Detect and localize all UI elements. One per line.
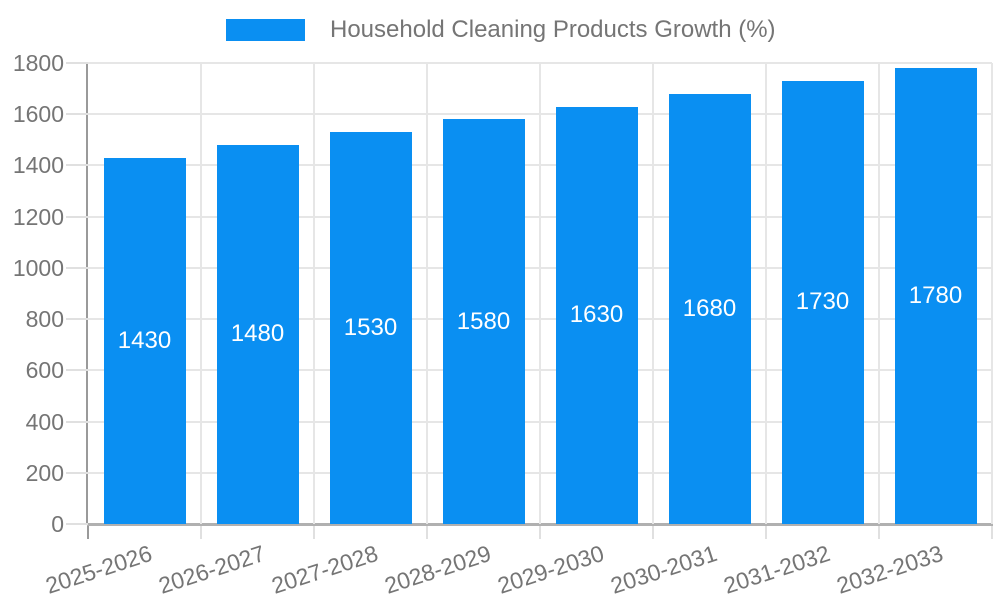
y-axis-tick: [66, 113, 88, 116]
bar[interactable]: [103, 157, 186, 524]
x-axis-line: [87, 523, 993, 526]
y-axis-tick-label: 200: [25, 459, 64, 486]
y-axis-tick: [66, 62, 88, 64]
bar[interactable]: [216, 144, 299, 524]
x-axis-tick: [652, 526, 654, 539]
gridline-vertical: [765, 63, 767, 524]
y-axis-tick: [66, 369, 88, 372]
x-axis-tick: [878, 526, 880, 539]
y-axis-tick: [66, 164, 88, 167]
y-axis-line: [86, 63, 88, 524]
y-axis-tick-label: 600: [25, 357, 64, 384]
bar-value-label: 1480: [230, 320, 285, 348]
y-axis-tick-label: 400: [25, 408, 64, 435]
bar-value-label: 1580: [456, 307, 511, 335]
gridline-vertical: [878, 63, 880, 524]
y-axis-tick-label: 1800: [12, 50, 64, 76]
gridline-vertical: [991, 63, 993, 524]
y-axis-tick-label: 1600: [12, 101, 64, 128]
y-axis-tick-label: 800: [25, 306, 64, 333]
x-axis-tick: [426, 526, 428, 539]
bar-value-label: 1780: [908, 282, 963, 310]
gridline-vertical: [313, 63, 315, 524]
y-axis-tick-label: 0: [51, 511, 64, 537]
gridline-vertical: [539, 63, 541, 524]
bar[interactable]: [781, 80, 864, 524]
bar[interactable]: [668, 93, 751, 524]
bar[interactable]: [329, 132, 412, 524]
x-axis-tick: [200, 526, 202, 539]
y-axis-tick: [66, 266, 88, 269]
y-axis-tick: [66, 471, 88, 474]
bar[interactable]: [442, 119, 525, 524]
bar[interactable]: [894, 68, 977, 524]
y-axis-tick: [66, 420, 88, 423]
bar[interactable]: [555, 106, 638, 524]
x-axis-tick: [991, 526, 993, 539]
bar-value-label: 1680: [682, 294, 737, 322]
x-axis-tick: [539, 526, 541, 539]
y-axis-tick-label: 1000: [12, 254, 64, 281]
y-axis-tick-label: 1400: [12, 152, 64, 179]
gridline-vertical: [200, 63, 202, 524]
x-axis-tick: [765, 526, 767, 539]
bar-value-label: 1530: [343, 314, 398, 342]
gridline-vertical: [426, 63, 428, 524]
y-axis-tick-label: 1200: [12, 203, 64, 230]
x-axis-tick: [87, 526, 89, 539]
y-axis-tick: [66, 523, 88, 525]
x-axis-tick: [313, 526, 315, 539]
legend-swatch-icon: [226, 19, 305, 41]
gridline-vertical: [652, 63, 654, 524]
legend-label: Household Cleaning Products Growth (%): [330, 16, 776, 43]
bar-value-label: 1430: [117, 326, 172, 354]
bar-value-label: 1730: [795, 288, 850, 316]
chart-legend[interactable]: Household Cleaning Products Growth (%): [226, 14, 776, 46]
y-axis-tick: [66, 318, 88, 321]
plot-area: 1430 1480 1530 1580 1630 1680 1730 1780: [88, 62, 993, 524]
y-axis-tick: [66, 215, 88, 218]
bar-value-label: 1630: [569, 301, 624, 329]
